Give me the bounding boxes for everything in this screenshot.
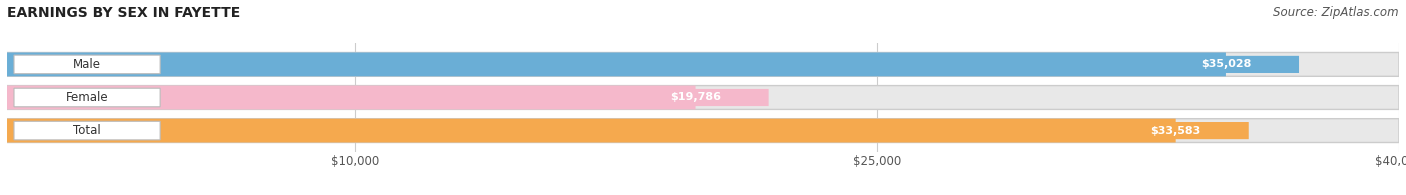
Text: $33,583: $33,583 (1150, 126, 1201, 136)
Text: EARNINGS BY SEX IN FAYETTE: EARNINGS BY SEX IN FAYETTE (7, 6, 240, 20)
FancyBboxPatch shape (1153, 56, 1299, 73)
FancyBboxPatch shape (7, 119, 1175, 143)
FancyBboxPatch shape (7, 119, 1399, 143)
FancyBboxPatch shape (7, 86, 1399, 109)
FancyBboxPatch shape (14, 88, 160, 107)
Text: $19,786: $19,786 (671, 92, 721, 103)
FancyBboxPatch shape (14, 55, 160, 74)
Text: Source: ZipAtlas.com: Source: ZipAtlas.com (1274, 6, 1399, 19)
FancyBboxPatch shape (14, 121, 160, 140)
Text: Female: Female (66, 91, 108, 104)
Text: Total: Total (73, 124, 101, 137)
FancyBboxPatch shape (7, 52, 1226, 76)
FancyBboxPatch shape (7, 86, 696, 109)
FancyBboxPatch shape (1102, 122, 1249, 139)
Text: Male: Male (73, 58, 101, 71)
FancyBboxPatch shape (7, 52, 1399, 76)
FancyBboxPatch shape (623, 89, 769, 106)
Text: $35,028: $35,028 (1201, 59, 1251, 69)
